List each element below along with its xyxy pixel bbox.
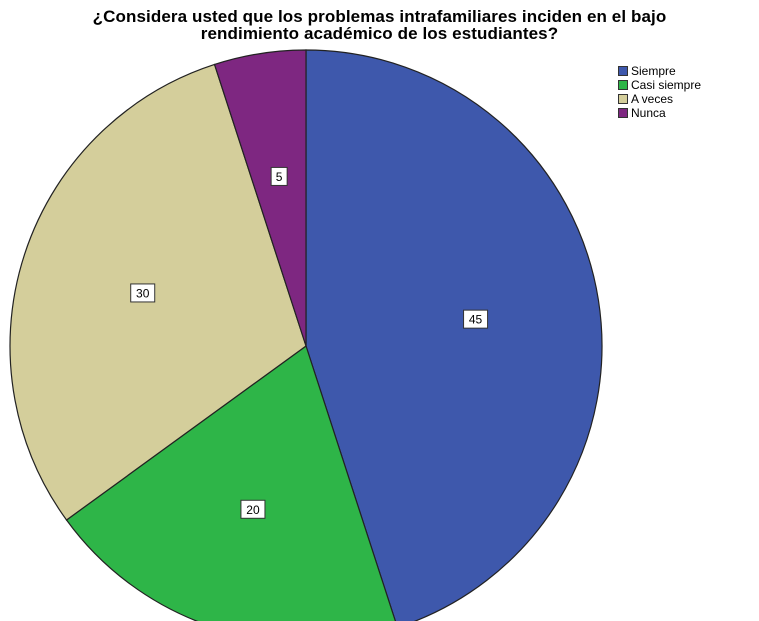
pie-slice-nunca <box>213 49 307 347</box>
data-label: 45 <box>463 309 489 329</box>
data-label-box <box>240 499 266 519</box>
legend-item: Casi siempre <box>618 78 701 92</box>
legend-label: Casi siempre <box>631 77 702 92</box>
legend-label: A veces <box>631 91 674 106</box>
chart-legend: Siempre Casi siempre A veces Nunca <box>618 64 701 120</box>
data-label-text: 20 <box>246 503 260 517</box>
data-label: 5 <box>270 166 288 186</box>
data-label: 30 <box>130 283 156 303</box>
pie-slice-a-veces <box>9 63 307 521</box>
legend-item: A veces <box>618 92 701 106</box>
pie-slice-casi-siempre <box>65 345 396 621</box>
data-label-box <box>130 283 156 303</box>
legend-item: Siempre <box>618 64 701 78</box>
pie-slice-siempre <box>305 49 603 621</box>
data-label-box <box>463 309 489 329</box>
data-label-text: 5 <box>276 170 283 184</box>
chart-title-line-1: ¿Considera usted que los problemas intra… <box>92 7 667 26</box>
data-label-text: 30 <box>136 286 150 300</box>
legend-swatch <box>618 94 628 104</box>
chart-title: ¿Considera usted que los problemas intra… <box>0 8 759 42</box>
chart-title-line-2: rendimiento académico de los estudiantes… <box>200 24 559 43</box>
legend-item: Nunca <box>618 106 701 120</box>
legend-label: Nunca <box>631 105 666 120</box>
legend-swatch <box>618 80 628 90</box>
data-label: 20 <box>240 499 266 519</box>
data-label-box <box>270 166 288 186</box>
legend-swatch <box>618 108 628 118</box>
data-label-text: 45 <box>469 313 483 327</box>
legend-label: Siempre <box>631 63 676 78</box>
legend-swatch <box>618 66 628 76</box>
